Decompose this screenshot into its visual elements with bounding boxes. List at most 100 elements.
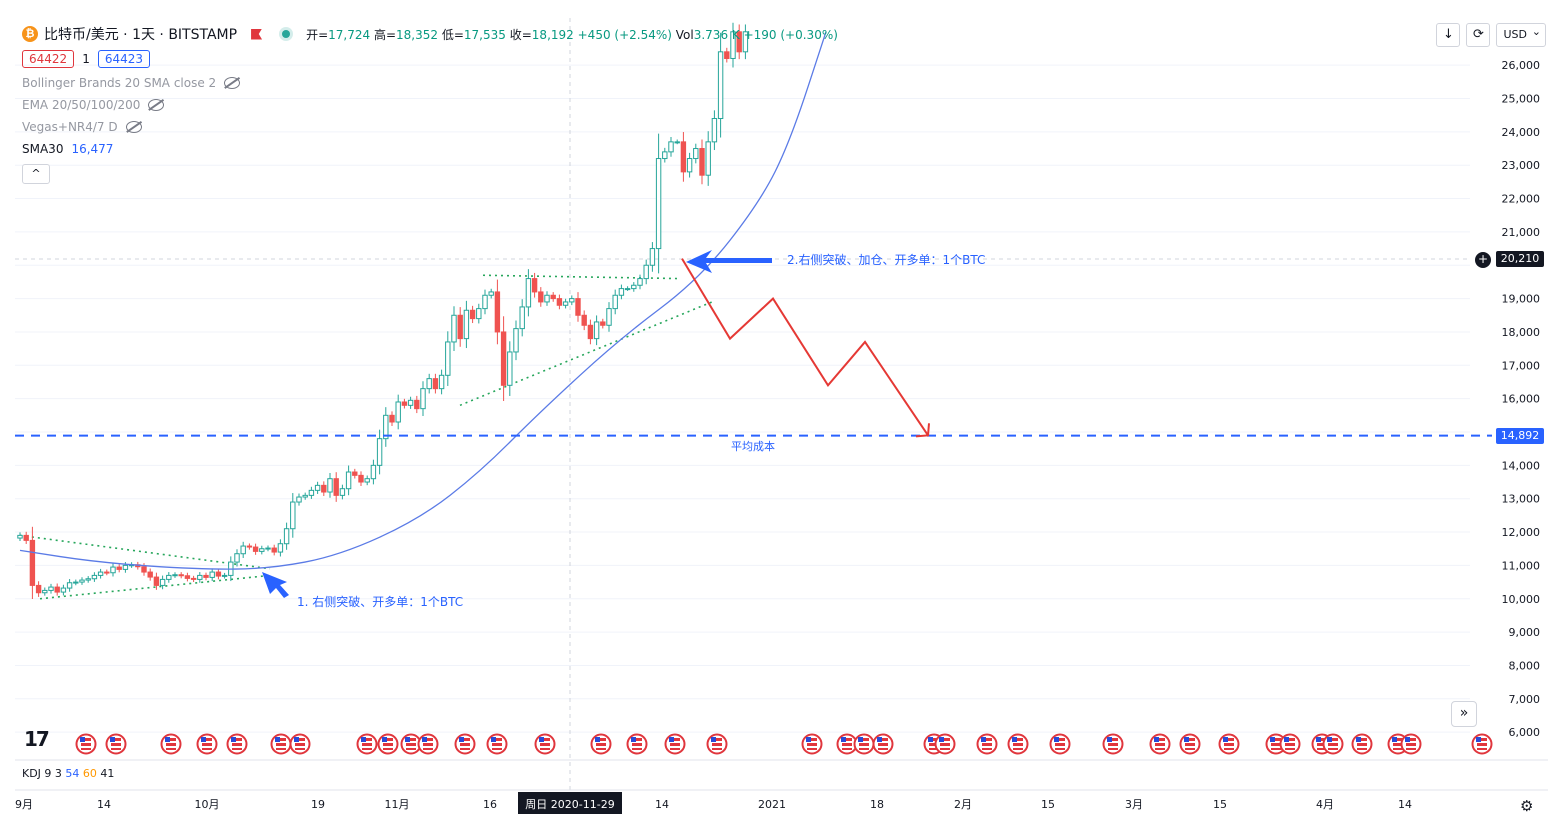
candle-body [736, 31, 742, 53]
currency-select[interactable]: USD [1496, 21, 1546, 47]
candle-body [432, 378, 439, 390]
crosshair-date-bg [518, 792, 622, 814]
candle-body [463, 309, 470, 340]
indicator-bollinger[interactable]: Bollinger Brands 20 SMA close 2 [22, 76, 838, 90]
eye-off-icon[interactable] [148, 99, 165, 111]
candle-body [345, 471, 352, 490]
candle-body [538, 291, 544, 303]
scroll-to-realtime-button[interactable]: » [1451, 701, 1477, 727]
candle-body [42, 589, 48, 594]
candle-body [662, 151, 668, 160]
y-tick-label: 13,000 [1502, 493, 1541, 506]
candle-body [376, 438, 383, 466]
x-tick-label: 14 [1398, 798, 1412, 811]
candle-body [66, 582, 73, 589]
y-tick-label: 7,000 [1509, 693, 1541, 706]
event-flag-icon [454, 733, 476, 755]
tradingview-logo[interactable]: 17 [24, 727, 50, 751]
event-flag-icon [160, 733, 182, 755]
candle-body [29, 539, 36, 586]
candle-body [79, 579, 85, 583]
y-tick-label: 14,000 [1502, 459, 1541, 472]
candle-body [724, 51, 730, 59]
x-tick-label: 15 [1041, 798, 1055, 811]
download-button[interactable]: ↓ [1436, 23, 1461, 47]
candle-body [17, 534, 23, 539]
event-flag-icon [1149, 733, 1171, 755]
candle-body [730, 31, 736, 59]
y-tick-label: 21,000 [1502, 226, 1541, 239]
x-tick-label: 4月 [1316, 798, 1334, 811]
time-axis[interactable]: 9月 14 10月 19 11月 16 14 2021 18 2月 15 3月 15 4月 14 [15, 798, 1412, 811]
x-tick-label: 14 [97, 798, 111, 811]
event-flag-icon [75, 733, 97, 755]
refresh-button[interactable]: ⟳ [1466, 23, 1491, 47]
candle-body [184, 575, 191, 579]
event-flag-icon [1400, 733, 1422, 755]
kdj-legend[interactable]: KDJ 9 3 54 60 41 [22, 767, 115, 780]
buy-price-button[interactable]: 64423 [97, 50, 151, 68]
top-right-toolbar: ↓ ⟳ USD [1436, 21, 1546, 47]
candle-body [451, 314, 457, 343]
entry1-annotation[interactable]: 1. 右侧突破、开多单：1个BTC [297, 595, 464, 609]
candle-body [252, 546, 259, 552]
candle-body [593, 321, 600, 340]
candle-body [488, 291, 494, 296]
sell-price-button[interactable]: 64422 [22, 50, 75, 68]
event-flag-icon [1218, 733, 1240, 755]
order-qty[interactable]: 1 [82, 52, 90, 66]
flag-icon[interactable] [251, 28, 263, 40]
y-tick-label: 12,000 [1502, 526, 1541, 539]
event-flag-icon [1049, 733, 1071, 755]
entry2-annotation[interactable]: 2.右侧突破、加仓、开多单：1个BTC [787, 253, 986, 267]
arrow-shape [686, 250, 772, 273]
candle-body [35, 584, 42, 594]
y-tick-label: 26,000 [1502, 59, 1541, 72]
symbol-title[interactable]: 比特币/美元 · 1天 · BITSTAMP [44, 27, 238, 43]
candle-body [680, 141, 687, 173]
avg-cost-label: 平均成本 [731, 440, 775, 453]
indicator-ema[interactable]: EMA 20/50/100/200 [22, 98, 838, 112]
candle-body [624, 288, 631, 291]
y-tick-label: 11,000 [1502, 559, 1541, 572]
event-flag-icon [270, 733, 292, 755]
settings-icon[interactable]: ⚙ [1520, 797, 1534, 815]
event-flag-icon [853, 733, 875, 755]
candle-body [370, 464, 377, 480]
candle-body [91, 574, 98, 580]
event-flag-icon [105, 733, 127, 755]
grid [15, 64, 1470, 733]
candle-body [426, 378, 432, 390]
candle-body [283, 528, 290, 545]
candle-body [637, 278, 643, 286]
candle-body [482, 294, 488, 310]
add-alert-icon[interactable]: + [1475, 252, 1491, 268]
candle-body [544, 294, 550, 303]
y-tick-label: 17,000 [1502, 359, 1541, 372]
candle-body [23, 534, 29, 541]
candle-body [104, 571, 110, 574]
candle-body [556, 298, 563, 306]
x-tick-label: 18 [870, 798, 884, 811]
event-flag-icon [1007, 733, 1029, 755]
event-flag-icon [1279, 733, 1301, 755]
candle-body [711, 118, 718, 143]
y-tick-label: 22,000 [1502, 193, 1541, 206]
price-axis[interactable]: 6,000 7,000 8,000 9,000 10,000 11,000 12,000 13… [1502, 59, 1541, 739]
eye-off-icon[interactable] [224, 77, 241, 89]
candle-body [321, 484, 327, 493]
y-tick-label: 23,000 [1502, 159, 1541, 172]
eye-off-icon[interactable] [125, 121, 142, 133]
event-flag-icon [377, 733, 399, 755]
x-tick-label: 10月 [195, 798, 220, 811]
collapse-legend-button[interactable]: ^ [22, 164, 50, 184]
y-tick-label: 18,000 [1502, 326, 1541, 339]
projection-arrowhead [915, 423, 930, 438]
candle-body [197, 574, 203, 580]
indicator-sma30[interactable]: SMA30 16,477 [22, 142, 114, 156]
candle-body [358, 474, 364, 483]
indicator-vegas[interactable]: Vegas+NR4/7 D [22, 120, 838, 134]
candle-body [60, 587, 67, 593]
candle-body [259, 548, 265, 552]
